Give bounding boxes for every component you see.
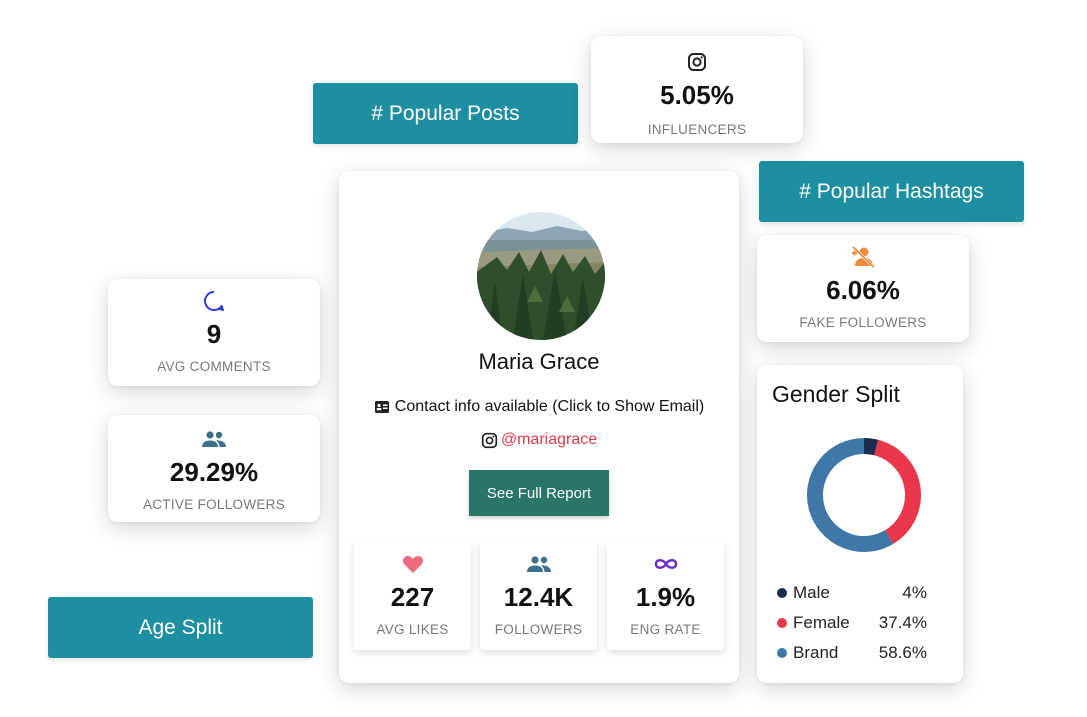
female-dot <box>777 618 787 628</box>
followers-value: 12.4K <box>503 582 574 612</box>
avatar <box>477 212 605 340</box>
popular-posts-tag[interactable]: # Popular Posts <box>313 83 578 144</box>
male-dot <box>777 588 787 598</box>
avg-likes-label: AVG LIKES <box>376 622 449 637</box>
gender-split-title: Gender Split <box>772 381 900 407</box>
gender-split-card: Gender Split Male 4% Female 37.4% Brand … <box>757 365 963 683</box>
followers-metric: 12.4K FOLLOWERS <box>480 540 597 650</box>
brand-dot <box>777 648 787 658</box>
profile-name: Maria Grace <box>478 349 600 374</box>
heart-icon <box>402 552 424 576</box>
donut-slice-female <box>873 439 921 544</box>
infinity-icon <box>652 552 680 576</box>
people-icon <box>526 552 552 576</box>
donut-slice-male <box>863 438 879 456</box>
legend-female: Female 37.4% <box>777 613 927 633</box>
brand-pct: 58.6% <box>878 643 927 662</box>
active-followers-label: ACTIVE FOLLOWERS <box>142 497 286 512</box>
avg-comments-label: AVG COMMENTS <box>157 359 271 374</box>
active-followers-card: 29.29% ACTIVE FOLLOWERS <box>108 415 320 522</box>
male-pct: 4% <box>902 583 927 602</box>
influencers-card: 5.05% INFLUENCERS <box>591 36 803 143</box>
contact-info-link[interactable]: Contact info available (Click to Show Em… <box>339 398 739 416</box>
instagram-icon <box>481 432 498 449</box>
donut-slice-brand <box>807 438 894 552</box>
see-full-report-button[interactable]: See Full Report <box>469 470 609 516</box>
instagram-icon <box>687 50 707 74</box>
instagram-handle[interactable]: @mariagrace <box>500 431 598 448</box>
avg-comments-card: 9 AVG COMMENTS <box>108 279 320 386</box>
influencers-value: 5.05% <box>660 80 734 110</box>
people-icon <box>201 427 227 451</box>
avg-likes-metric: 227 AVG LIKES <box>354 540 471 650</box>
comment-icon <box>202 289 226 313</box>
fake-followers-value: 6.06% <box>826 275 900 305</box>
fake-followers-label: FAKE FOLLOWERS <box>799 315 927 330</box>
contact-card-icon <box>374 400 390 414</box>
fake-user-icon <box>849 245 877 269</box>
instagram-handle-row[interactable]: @mariagrace <box>339 431 739 449</box>
eng-rate-value: 1.9% <box>635 582 696 612</box>
brand-label: Brand <box>793 643 839 662</box>
legend-male: Male 4% <box>777 583 927 603</box>
fake-followers-card: 6.06% FAKE FOLLOWERS <box>757 235 969 342</box>
eng-rate-label: ENG RATE <box>630 622 701 637</box>
eng-rate-metric: 1.9% ENG RATE <box>607 540 724 650</box>
followers-label: FOLLOWERS <box>494 622 583 637</box>
legend-brand: Brand 58.6% <box>777 643 927 663</box>
avg-comments-value: 9 <box>206 319 222 349</box>
male-label: Male <box>793 583 830 602</box>
popular-hashtags-tag[interactable]: # Popular Hashtags <box>759 161 1024 222</box>
avg-likes-value: 227 <box>390 582 435 612</box>
female-label: Female <box>793 613 850 632</box>
influencers-label: INFLUENCERS <box>647 122 747 137</box>
active-followers-value: 29.29% <box>169 457 259 487</box>
contact-info-text[interactable]: Contact info available (Click to Show Em… <box>394 398 705 415</box>
female-pct: 37.4% <box>878 613 927 632</box>
gender-donut-chart <box>807 438 921 552</box>
age-split-tag[interactable]: Age Split <box>48 597 313 658</box>
